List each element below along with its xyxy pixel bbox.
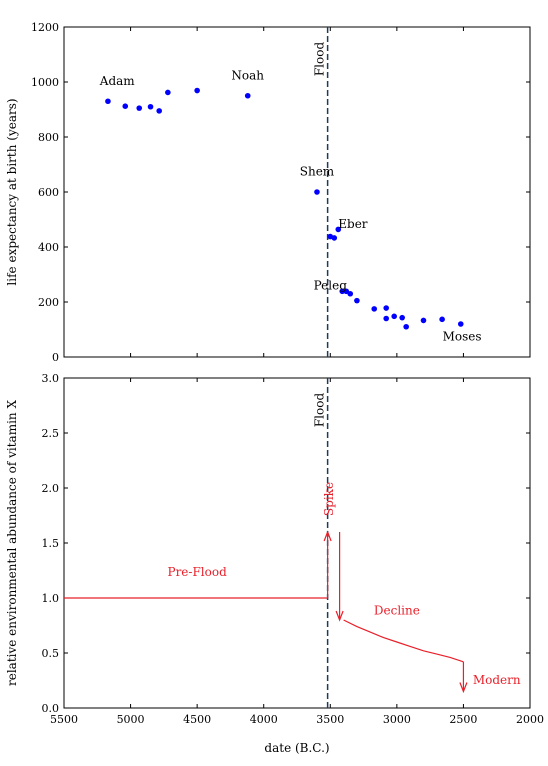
top-y-tick-label-0: 0 xyxy=(52,351,59,364)
bottom-plot-frame xyxy=(63,377,531,709)
bottom-annotation-3: Modern xyxy=(473,673,521,687)
top-panel-life-expectancy: 0 200 400 600 800 1000 1200 Flood Adam Noah Shem… xyxy=(5,21,531,364)
bottom-flood-label: Flood xyxy=(313,393,327,428)
bot-y-tick-label-5: 2.5 xyxy=(42,427,60,440)
top-point-4 xyxy=(156,108,162,114)
top-y-tick-label-5: 1000 xyxy=(31,76,59,89)
bot-y-tick-label-6: 3.0 xyxy=(42,372,60,385)
bot-x-tick-label-1: 5000 xyxy=(117,713,145,726)
top-annotation-5: Moses xyxy=(443,330,482,344)
bottom-annotation-1: Spike xyxy=(322,482,336,516)
bottom-annotation-0: Pre-Flood xyxy=(168,565,228,579)
top-point-23 xyxy=(439,316,445,323)
bottom-arrows xyxy=(323,530,468,694)
top-point-5 xyxy=(165,89,171,96)
top-annotation-4: Peleg xyxy=(314,279,348,293)
top-point-20 xyxy=(399,314,405,321)
bot-x-tick-label-7: 2000 xyxy=(516,713,544,726)
top-point-13 xyxy=(343,288,350,295)
top-point-12 xyxy=(339,288,346,295)
bottom-y-ticks: 0.0 0.5 1.0 1.5 2.0 2.5 3.0 xyxy=(42,372,530,715)
top-point-19 xyxy=(391,313,397,320)
top-y-tick-label-3: 600 xyxy=(38,186,59,199)
top-point-18 xyxy=(383,315,390,322)
bot-x-tick-label-4: 3500 xyxy=(316,713,344,726)
top-point-0 xyxy=(105,98,111,105)
top-annotation-3: Eber xyxy=(338,217,368,231)
top-point-3 xyxy=(147,103,154,110)
bottom-annotation-2: Decline xyxy=(374,604,420,618)
top-annotations: Adam Noah Shem Eber Peleg Moses xyxy=(99,68,482,343)
top-flood-label: Flood xyxy=(313,42,327,77)
bottom-arrow-head-1 xyxy=(335,610,344,622)
top-points xyxy=(105,87,464,330)
bottom-x-ticks: 5500 5000 4500 4000 3500 3000 2500 2000 xyxy=(50,378,544,726)
bot-x-tick-label-6: 2500 xyxy=(449,713,477,726)
bot-y-tick-label-4: 2.0 xyxy=(42,482,60,495)
bot-y-tick-label-3: 1.5 xyxy=(42,537,60,550)
bot-y-tick-label-2: 1.0 xyxy=(42,592,60,605)
top-point-8 xyxy=(314,189,320,195)
top-point-17 xyxy=(383,305,390,311)
top-point-7 xyxy=(244,92,251,99)
top-point-21 xyxy=(403,323,409,330)
bottom-series-0-decline xyxy=(343,619,464,663)
top-y-tick-label-2: 400 xyxy=(38,241,59,254)
bottom-annotations: Pre-Flood Spike Decline Modern xyxy=(168,482,521,687)
top-point-1 xyxy=(122,103,129,109)
top-y-tick-label-1: 200 xyxy=(38,296,59,309)
bot-x-tick-label-3: 4000 xyxy=(250,713,278,726)
bottom-panel-vitamin-x: 0.0 0.5 1.0 1.5 2.0 2.5 3.0 5500 5000 4500 4000 35… xyxy=(5,372,544,755)
top-point-22 xyxy=(420,317,427,324)
top-annotation-0: Adam xyxy=(99,74,136,88)
top-point-24 xyxy=(457,321,464,327)
top-y-axis-label: life expectancy at birth (years) xyxy=(5,98,19,285)
bot-y-tick-label-1: 0.5 xyxy=(42,647,60,660)
bottom-series xyxy=(64,597,464,663)
top-x-ticks xyxy=(63,27,531,357)
top-y-tick-label-4: 800 xyxy=(38,131,59,144)
bottom-x-axis-label: date (B.C.) xyxy=(264,741,329,755)
top-point-16 xyxy=(371,306,378,312)
top-point-11 xyxy=(335,226,342,233)
top-point-2 xyxy=(136,105,143,111)
top-point-15 xyxy=(354,297,360,304)
top-annotation-2: Shem xyxy=(300,165,335,179)
bot-x-tick-label-5: 3000 xyxy=(383,713,411,726)
bot-y-tick-label-0: 0.0 xyxy=(42,702,60,715)
top-y-tick-label-6: 1200 xyxy=(31,21,59,34)
bot-x-tick-label-2: 4500 xyxy=(183,713,211,726)
top-point-10 xyxy=(331,235,338,241)
bottom-y-axis-label: relative environmental abundance of vita… xyxy=(5,400,19,686)
top-point-6 xyxy=(194,87,200,94)
bottom-arrow-head-2 xyxy=(459,682,468,694)
top-point-14 xyxy=(347,290,354,297)
bot-x-tick-label-0: 5500 xyxy=(50,713,78,726)
top-annotation-1: Noah xyxy=(231,68,264,82)
top-y-ticks: 0 200 400 600 800 1000 1200 xyxy=(31,21,530,364)
bottom-arrow-head-0 xyxy=(323,530,332,542)
